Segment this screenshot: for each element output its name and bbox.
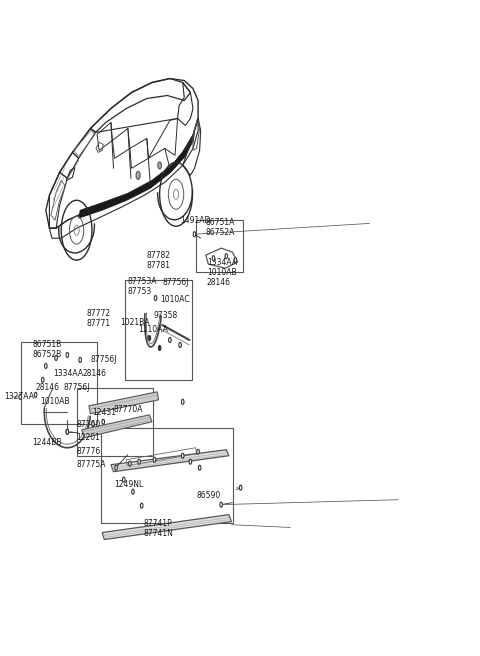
Circle shape xyxy=(251,318,253,323)
Circle shape xyxy=(115,465,117,470)
Text: 87760: 87760 xyxy=(77,420,101,429)
Circle shape xyxy=(220,502,222,507)
Text: 87753A: 87753A xyxy=(128,277,157,285)
Text: 87775A: 87775A xyxy=(77,461,106,469)
Circle shape xyxy=(141,503,143,508)
Circle shape xyxy=(181,400,184,404)
Text: 86751B: 86751B xyxy=(33,340,62,350)
Text: 87756J: 87756J xyxy=(163,277,189,287)
Text: 87753: 87753 xyxy=(128,287,152,296)
Text: 86752A: 86752A xyxy=(205,228,235,237)
Circle shape xyxy=(66,429,69,434)
Text: 28146: 28146 xyxy=(207,277,231,287)
Polygon shape xyxy=(82,415,152,438)
Bar xyxy=(21,342,97,424)
Text: 87781: 87781 xyxy=(146,260,170,270)
Text: 1010AB: 1010AB xyxy=(41,398,70,406)
Circle shape xyxy=(132,489,134,494)
Circle shape xyxy=(197,449,199,454)
Circle shape xyxy=(136,171,140,179)
Circle shape xyxy=(19,394,22,400)
Circle shape xyxy=(45,363,47,369)
Circle shape xyxy=(181,453,184,459)
Circle shape xyxy=(158,162,161,169)
Text: 87741N: 87741N xyxy=(143,529,173,538)
Circle shape xyxy=(168,337,171,342)
Text: 97358: 97358 xyxy=(154,310,178,319)
Circle shape xyxy=(122,477,125,482)
Polygon shape xyxy=(102,514,231,539)
Text: 87770A: 87770A xyxy=(113,405,143,415)
Text: 87771: 87771 xyxy=(87,319,111,327)
Text: 1249NL: 1249NL xyxy=(115,480,144,489)
Text: 87782: 87782 xyxy=(146,251,170,260)
Circle shape xyxy=(198,465,201,470)
Bar xyxy=(195,220,243,272)
Bar xyxy=(77,388,154,456)
Circle shape xyxy=(225,254,228,258)
Circle shape xyxy=(129,461,131,466)
Polygon shape xyxy=(79,133,194,218)
Text: 1010AC: 1010AC xyxy=(161,295,190,304)
Circle shape xyxy=(240,485,242,490)
Circle shape xyxy=(102,419,105,424)
Text: 87756J: 87756J xyxy=(63,383,90,392)
Text: 1021BA: 1021BA xyxy=(120,318,150,327)
Circle shape xyxy=(148,335,151,340)
Circle shape xyxy=(92,421,94,426)
Text: 1327AA: 1327AA xyxy=(4,392,34,401)
Text: 86751A: 86751A xyxy=(205,218,235,227)
Text: 86590: 86590 xyxy=(196,491,221,500)
Text: 1110AA: 1110AA xyxy=(139,325,168,335)
Text: 87776: 87776 xyxy=(77,447,101,456)
Text: 1334AA: 1334AA xyxy=(207,258,237,266)
Circle shape xyxy=(154,296,157,300)
Text: 1334AA: 1334AA xyxy=(53,369,84,379)
Bar xyxy=(101,428,233,523)
Circle shape xyxy=(34,392,37,398)
Text: 12431: 12431 xyxy=(92,408,116,417)
Text: 87741P: 87741P xyxy=(143,519,172,528)
Circle shape xyxy=(55,356,57,360)
Circle shape xyxy=(189,459,192,464)
Circle shape xyxy=(212,256,215,260)
Circle shape xyxy=(153,457,156,462)
Text: 1244BB: 1244BB xyxy=(33,438,62,447)
Circle shape xyxy=(66,429,69,434)
Text: 86752B: 86752B xyxy=(33,350,62,359)
Text: 28146: 28146 xyxy=(83,369,107,379)
Text: 28146: 28146 xyxy=(35,383,59,392)
Polygon shape xyxy=(89,392,158,414)
Circle shape xyxy=(79,358,82,362)
Circle shape xyxy=(193,232,196,237)
Circle shape xyxy=(158,346,161,350)
Text: 87772: 87772 xyxy=(87,308,111,318)
Text: 1010AB: 1010AB xyxy=(207,268,237,277)
Circle shape xyxy=(234,258,237,262)
Text: 12201: 12201 xyxy=(77,433,100,442)
Polygon shape xyxy=(111,450,229,472)
Text: 1491AD: 1491AD xyxy=(180,216,211,225)
Circle shape xyxy=(41,377,44,382)
Circle shape xyxy=(138,459,141,464)
Text: 87756J: 87756J xyxy=(90,356,117,365)
Circle shape xyxy=(179,342,181,348)
Circle shape xyxy=(66,352,69,358)
Bar xyxy=(125,280,192,380)
